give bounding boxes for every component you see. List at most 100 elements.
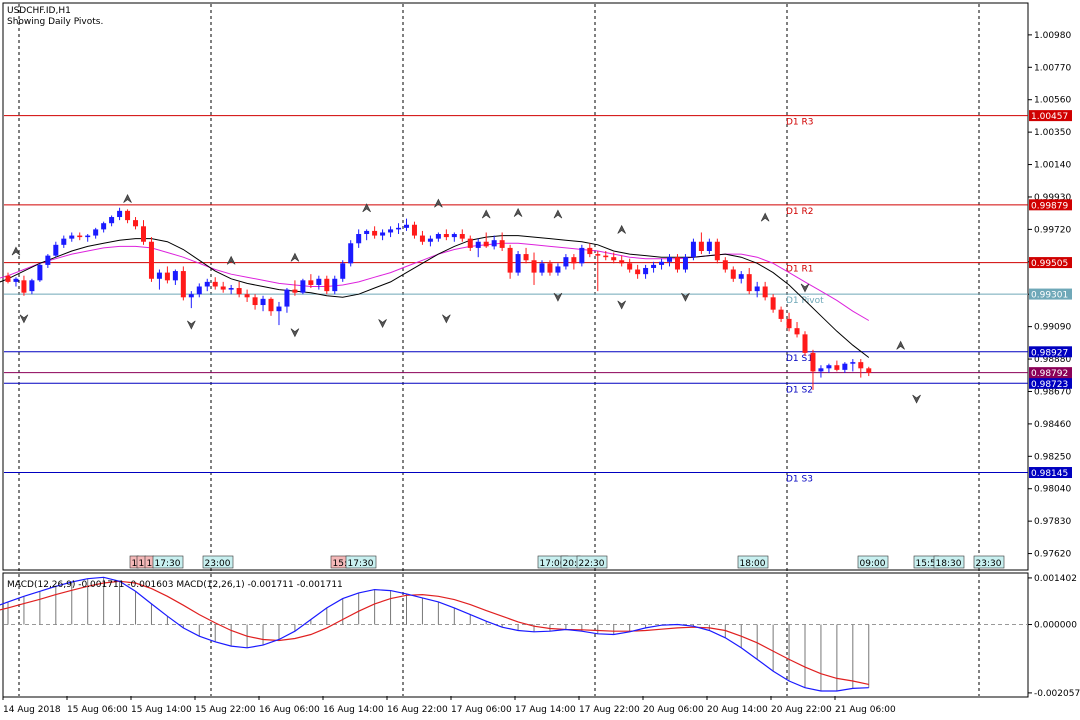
candle-body [826,365,832,369]
candle-body [348,243,354,264]
candle-body [690,241,696,258]
price-tag: 0.99301 [1031,291,1068,301]
fractal-up-arrow [226,255,236,265]
candle-body [276,306,282,312]
price-tag-bg [1029,257,1072,269]
candle-body [547,263,553,273]
time-marker-label: 17:00 [540,559,566,569]
price-tag: 1.00457 [1031,112,1068,122]
candle-body [443,234,449,238]
candles [5,207,872,390]
fractal-down-arrow [442,314,451,324]
pivot-label: D1 S3 [786,475,813,485]
time-tick-label: 16 Aug 14:00 [323,705,384,715]
price-tick-label: 1.00980 [1034,31,1071,41]
current-price-tag-bg [1029,367,1072,379]
candle-body [388,229,394,233]
ma-fast-line [0,235,870,358]
candle-body [340,263,346,279]
time-marker-label: 23:00 [205,559,231,569]
time-marker-label: 17:30 [155,559,181,569]
fractal-up-arrow [553,209,563,219]
time-marker-box [202,555,234,569]
candle-body [308,280,314,285]
candle-body [667,257,673,262]
candle-body [682,257,688,270]
time-marker-label: 17:30 [348,559,374,569]
candle-body [651,264,657,268]
fractal-up-arrow [481,209,491,219]
candle-body [212,281,218,287]
candle-body [531,260,537,273]
price-tick-label: 0.98670 [1034,387,1071,397]
candle-body [300,280,306,293]
candle-body [13,278,19,282]
macd-tick-label: -0.002057 [1034,689,1080,699]
time-marker-box [933,555,965,569]
macd-tick-label: 0.000000 [1034,621,1077,631]
macd-tick-label: 0.001402 [1034,574,1077,584]
candle-body [101,223,107,230]
price-tick-label: 1.00560 [1034,96,1071,106]
candle-body [5,275,11,282]
time-tick-label: 15 Aug 06:00 [67,705,128,715]
time-tick-label: 20 Aug 22:00 [771,705,832,715]
candle-body [611,257,617,261]
candle-body [467,238,473,248]
candle-body [53,244,59,256]
candle-body [172,271,178,281]
time-tick-label: 21 Aug 06:00 [835,705,896,715]
fractal-down-arrow [912,394,921,404]
candle-body [714,241,720,261]
candle-body [595,254,601,256]
price-tag: 0.99505 [1031,259,1068,269]
price-tags: 1.00457 0.99879 0.99505 0.99301 0.98927 0.987… [1029,110,1072,479]
pivot-label: D1 R3 [786,118,814,128]
candle-body [396,227,402,230]
candle-body [563,257,569,267]
candle-body [834,365,840,370]
time-tick-label: 20 Aug 14:00 [707,705,768,715]
price-tag: 0.98723 [1031,380,1068,390]
candle-body [643,267,649,275]
candle-body [228,288,234,290]
candle-body [188,294,194,298]
candle-body [268,298,274,312]
price-tag-bg [1029,288,1072,300]
price-tag-bg [1029,467,1072,479]
pivot-label: D1 S2 [786,385,813,395]
candle-body [77,235,83,238]
time-tick-label: 17 Aug 06:00 [451,705,512,715]
candle-body [164,272,170,281]
time-marker-label: 1 [147,559,153,569]
time-tick-label: 15 Aug 22:00 [195,705,256,715]
candle-body [364,230,370,235]
price-tag: 0.98927 [1031,348,1068,358]
fractal-down-arrow [617,300,626,310]
candle-body [762,286,768,298]
time-tick-label: 15 Aug 14:00 [131,705,192,715]
candle-body [706,241,712,251]
vertical-gridlines [18,4,980,696]
candle-body [21,280,27,293]
candle-body [850,362,856,364]
macd-main-line [0,576,869,692]
candle-body [459,234,465,239]
fractal-down-arrow [681,292,690,302]
fractal-down-arrow [378,319,387,329]
price-tick-label: 0.98040 [1034,485,1071,495]
price-tick-label: 1.00140 [1034,161,1071,171]
candle-body [37,264,43,281]
candle-body [499,240,505,248]
price-tag-bg [1029,346,1072,358]
candle-body [810,352,816,372]
price-tag-bg [1029,377,1072,389]
candle-body [858,362,864,369]
main-panel-frame [2,2,1029,571]
candle-body [156,272,162,279]
candle-body [738,274,744,279]
candle-body [180,271,186,298]
candle-body [356,234,362,244]
